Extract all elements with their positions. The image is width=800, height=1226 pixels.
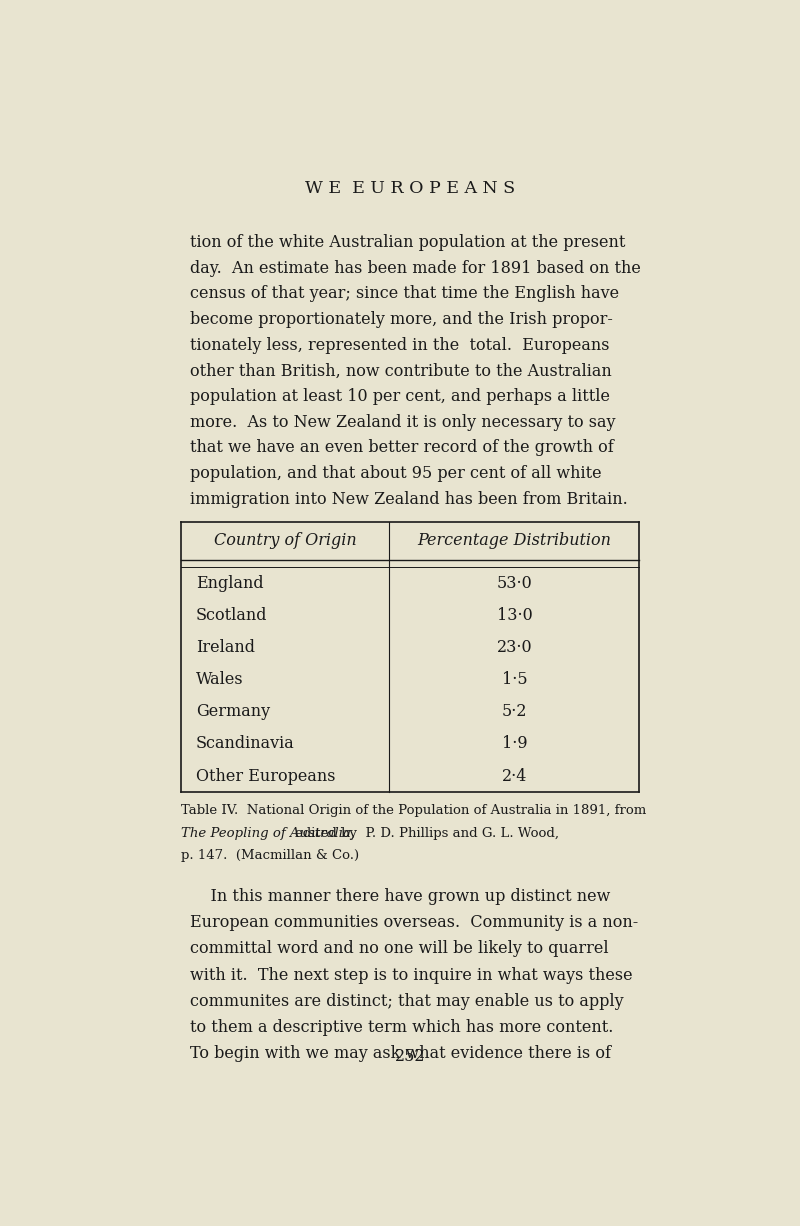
Text: Scotland: Scotland (196, 607, 267, 624)
Text: Country of Origin: Country of Origin (214, 532, 356, 549)
Text: immigration into New Zealand has been from Britain.: immigration into New Zealand has been fr… (190, 490, 628, 508)
Text: In this manner there have grown up distinct new: In this manner there have grown up disti… (190, 888, 610, 905)
Text: 5·2: 5·2 (502, 704, 527, 721)
Text: day.  An estimate has been made for 1891 based on the: day. An estimate has been made for 1891 … (190, 260, 641, 277)
Text: England: England (196, 575, 264, 592)
Text: to them a descriptive term which has more content.: to them a descriptive term which has mor… (190, 1019, 614, 1036)
Text: 252: 252 (394, 1048, 426, 1064)
Text: tionately less, represented in the  total.  Europeans: tionately less, represented in the total… (190, 337, 610, 353)
Text: census of that year; since that time the English have: census of that year; since that time the… (190, 286, 619, 303)
Text: tion of the white Australian population at the present: tion of the white Australian population … (190, 234, 626, 251)
Text: that we have an even better record of the growth of: that we have an even better record of th… (190, 439, 614, 456)
Text: committal word and no one will be likely to quarrel: committal word and no one will be likely… (190, 940, 609, 958)
Text: with it.  The next step is to inquire in what ways these: with it. The next step is to inquire in … (190, 966, 633, 983)
Text: communites are distinct; that may enable us to apply: communites are distinct; that may enable… (190, 993, 623, 1010)
Text: become proportionately more, and the Irish propor-: become proportionately more, and the Iri… (190, 311, 613, 329)
Text: Percentage Distribution: Percentage Distribution (418, 532, 611, 549)
Text: Table IV.  National Origin of the Population of Australia in 1891, from: Table IV. National Origin of the Populat… (181, 804, 646, 818)
Text: To begin with we may ask what evidence there is of: To begin with we may ask what evidence t… (190, 1046, 611, 1063)
Text: W E  E U R O P E A N S: W E E U R O P E A N S (305, 180, 515, 197)
Text: 2·4: 2·4 (502, 767, 527, 785)
Text: The Peopling of Australia,: The Peopling of Australia, (181, 826, 354, 840)
Text: 1·5: 1·5 (502, 672, 527, 688)
Text: edited by  P. D. Phillips and G. L. Wood,: edited by P. D. Phillips and G. L. Wood, (295, 826, 559, 840)
Text: 53·0: 53·0 (497, 575, 532, 592)
Text: 13·0: 13·0 (497, 607, 532, 624)
Text: 1·9: 1·9 (502, 736, 527, 753)
Text: European communities overseas.  Community is a non-: European communities overseas. Community… (190, 915, 638, 931)
Text: Ireland: Ireland (196, 639, 255, 656)
Text: population at least 10 per cent, and perhaps a little: population at least 10 per cent, and per… (190, 389, 610, 405)
Text: other than British, now contribute to the Australian: other than British, now contribute to th… (190, 363, 612, 379)
Text: more.  As to New Zealand it is only necessary to say: more. As to New Zealand it is only neces… (190, 413, 615, 430)
Text: Scandinavia: Scandinavia (196, 736, 295, 753)
Text: Germany: Germany (196, 704, 270, 721)
Text: Other Europeans: Other Europeans (196, 767, 336, 785)
Text: population, and that about 95 per cent of all white: population, and that about 95 per cent o… (190, 465, 602, 482)
Text: p. 147.  (Macmillan & Co.): p. 147. (Macmillan & Co.) (181, 848, 358, 862)
Text: Wales: Wales (196, 672, 244, 688)
Text: 23·0: 23·0 (497, 639, 532, 656)
